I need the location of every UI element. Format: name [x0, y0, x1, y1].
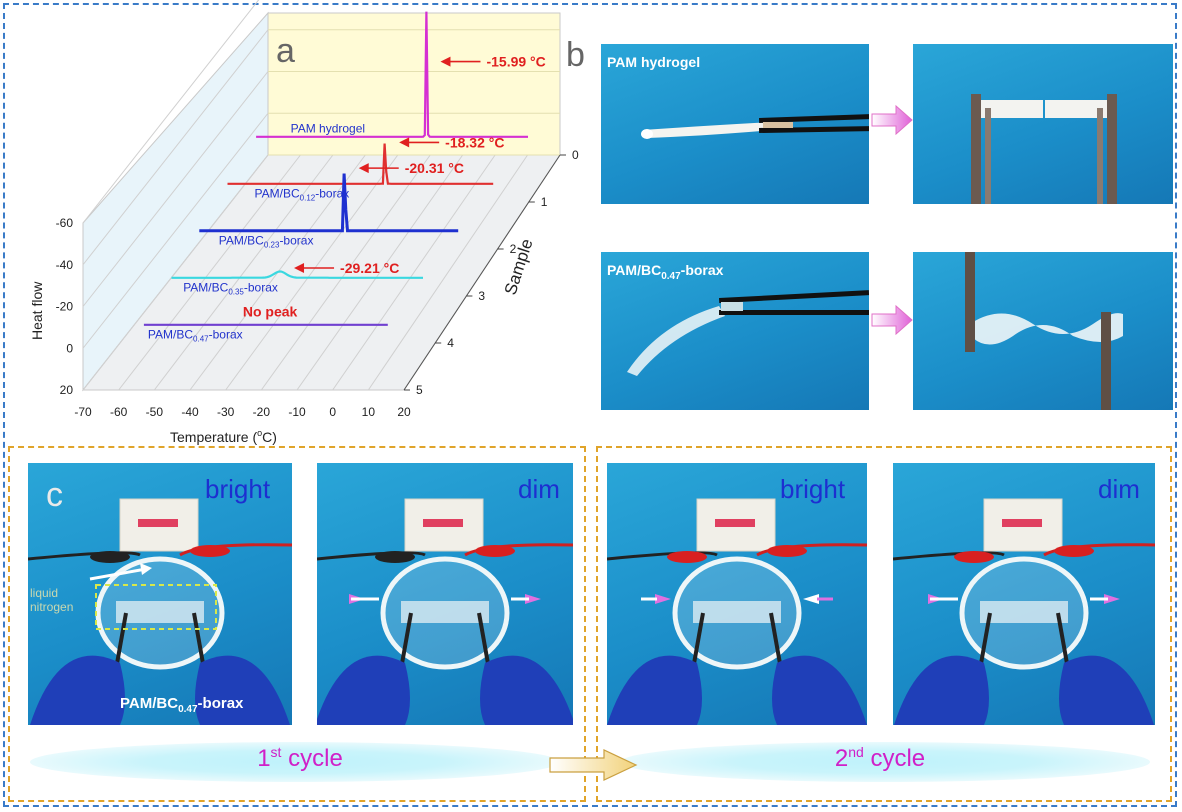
- circuit-photo-3: [607, 463, 867, 725]
- annotation-label-1: -18.32 °C: [445, 134, 504, 150]
- annotation-arrowhead: [294, 262, 305, 273]
- pam-bc-borax-stretch-photo: PAM/BC0.47-borax: [601, 252, 869, 410]
- trace-3: [171, 270, 423, 279]
- y-tick-label: -20: [56, 300, 74, 314]
- floor-gridline: [332, 154, 496, 391]
- series-label-0: PAM hydrogel: [291, 121, 365, 135]
- pam-hydrogel-broken-photo: [913, 44, 1173, 204]
- pam-hydrogel-label: PAM hydrogel: [607, 54, 701, 70]
- y-tick-label: 20: [60, 383, 74, 397]
- annotation-label-4: No peak: [243, 303, 298, 319]
- z-tick-label: 2: [510, 242, 517, 256]
- cycle-1-band: [30, 742, 560, 782]
- arrow-right-icon: [641, 594, 671, 604]
- x-tick-label: -50: [146, 405, 164, 419]
- arrow-left-icon: [349, 594, 379, 604]
- liquid-nitrogen-label: liquid nitrogen: [30, 586, 74, 614]
- y-tick-label: -40: [56, 258, 74, 272]
- cycle-1-label: 1st cycle: [257, 744, 343, 772]
- x-tick-label: 10: [362, 405, 376, 419]
- wall-gridline: [82, 112, 269, 349]
- arrow-right-icon: [1090, 594, 1120, 604]
- z-tick-label: 5: [416, 383, 423, 397]
- panel-a-letter: a: [276, 32, 295, 70]
- arrow-left-icon: [803, 594, 833, 604]
- x-axis-label: Temperature (oC): [170, 428, 277, 445]
- y-tick-label: -60: [56, 216, 74, 230]
- circuit-photo-2: [317, 463, 573, 725]
- cycle-2-label: 2nd cycle: [834, 744, 926, 772]
- traces: PAM hydrogel -15.99 °C PAM/BC0.12-borax -18…: [143, 11, 546, 343]
- z-tick-label: 3: [478, 289, 485, 303]
- x-tick-label: -30: [217, 405, 235, 419]
- pam-bc-borax-twisted-photo: [913, 252, 1173, 410]
- z-tick-label: 0: [572, 148, 579, 162]
- panel-b-letter: b: [566, 36, 585, 74]
- state-label-4: dim: [1098, 474, 1140, 504]
- x-tick-label: -60: [110, 405, 128, 419]
- cycle-transition-arrow-icon: [549, 749, 638, 781]
- b-transition-arrows: [871, 104, 913, 336]
- arrow-right-icon: [871, 304, 913, 336]
- pam-hydrogel-stretch-photo: PAM hydrogel: [601, 44, 869, 204]
- grid-lines: [82, 0, 561, 391]
- z-axis-label: Sample: [501, 237, 537, 298]
- series-label-4: PAM/BC0.47-borax: [148, 327, 243, 343]
- y-tick-label: 0: [66, 341, 73, 355]
- c-sample-label: PAM/BC0.47-borax: [120, 695, 244, 715]
- state-label-2: dim: [518, 474, 560, 504]
- panel-c-letter: c: [46, 476, 63, 514]
- state-label-3: bright: [780, 474, 846, 504]
- floor-gridline: [367, 154, 528, 391]
- x-tick-label: -10: [288, 405, 306, 419]
- annotation-arrowhead: [440, 56, 451, 67]
- x-tick-label: -70: [74, 405, 92, 419]
- arrow-left-icon: [928, 594, 958, 604]
- x-tick-label: 20: [397, 405, 411, 419]
- x-tick-label: -20: [253, 405, 271, 419]
- arrow-right-icon: [871, 104, 913, 136]
- floor-gridline: [118, 154, 301, 391]
- arrow-right-icon: [89, 563, 152, 581]
- circuit-photo-1: [28, 463, 292, 725]
- series-label-2: PAM/BC0.23-borax: [219, 233, 314, 249]
- dsc-3d-chart: PAM hydrogel -15.99 °C PAM/BC0.12-borax -18…: [29, 0, 579, 445]
- series-label-3: PAM/BC0.35-borax: [183, 280, 278, 296]
- series-label-1: PAM/BC0.12-borax: [255, 186, 350, 202]
- annotation-label-3: -29.21 °C: [340, 260, 399, 276]
- trace-2: [199, 173, 459, 233]
- state-label-1: bright: [205, 474, 271, 504]
- annotation-label-0: -15.99 °C: [486, 54, 545, 70]
- trace-1: [227, 143, 494, 185]
- x-tick-label: -40: [181, 405, 199, 419]
- wall-gridline: [82, 0, 260, 224]
- floor-gridline: [153, 154, 334, 391]
- wall-gridline: [82, 71, 269, 307]
- z-tick-label: 1: [541, 195, 548, 209]
- annotation-arrowhead: [399, 137, 410, 148]
- floor-gridline: [260, 154, 431, 391]
- cycle-2-frame: [596, 446, 1172, 802]
- wall-gridline: [82, 154, 269, 391]
- cycle-2-band: [620, 742, 1150, 782]
- floor-gridline: [225, 154, 399, 391]
- arrow-right-icon: [511, 594, 541, 604]
- wall-gridline: [82, 29, 269, 266]
- z-axis-line: [403, 154, 561, 391]
- annotation-label-2: -20.31 °C: [405, 160, 464, 176]
- pam-bc-borax-label: PAM/BC0.47-borax: [607, 262, 724, 282]
- y-axis-label: Heat flow: [29, 281, 45, 340]
- x-tick-label: 0: [329, 405, 336, 419]
- trace-0: [256, 11, 528, 138]
- floor-gridline: [296, 154, 464, 391]
- z-tick-label: 4: [447, 336, 454, 350]
- figure-frame: [3, 3, 1177, 807]
- cycle-1-frame: [8, 446, 586, 802]
- tick-labels: -70 -60 -50 -40 -30 -20 -10 0 10 20 -60 -40 -20 0 20 0 1…: [56, 148, 579, 419]
- annotation-arrowhead: [358, 163, 369, 174]
- circuit-photo-4: [893, 463, 1155, 725]
